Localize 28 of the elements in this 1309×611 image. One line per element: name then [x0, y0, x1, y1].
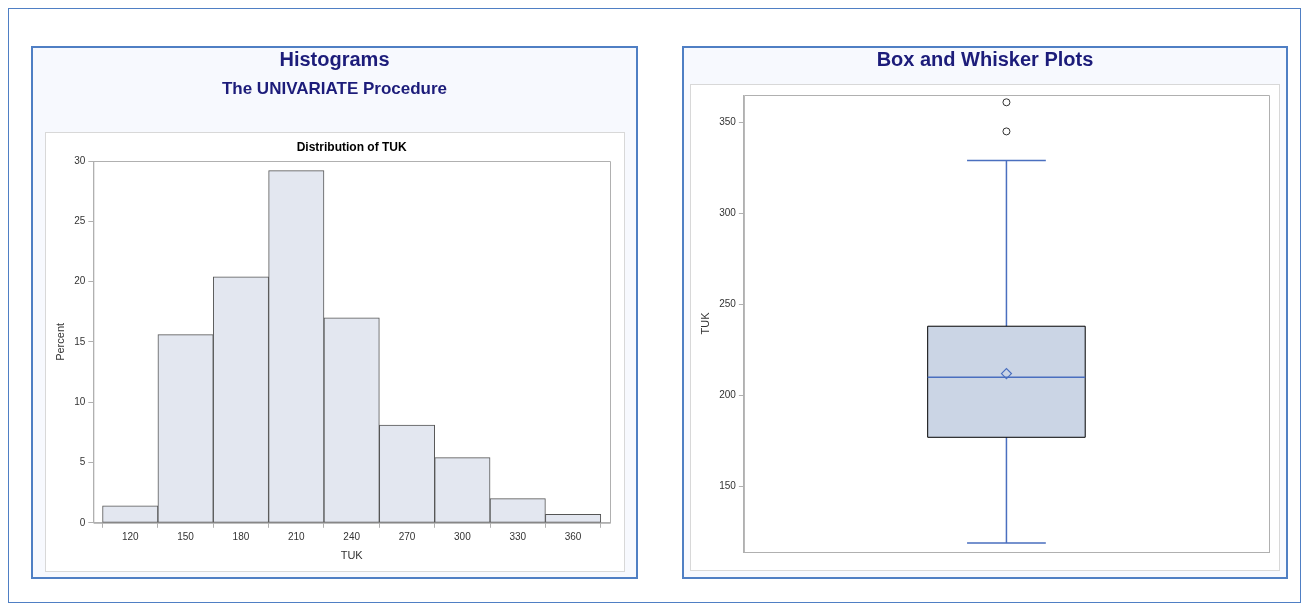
y-tick-label: 200	[719, 389, 737, 401]
x-tick-label: 180	[232, 530, 250, 542]
y-tick-label: 150	[719, 480, 737, 492]
y-axis-title: TUK	[698, 311, 711, 335]
x-tick-label: 150	[176, 530, 194, 542]
y-tick-label: 0	[79, 516, 86, 528]
y-tick-label: 5	[79, 456, 86, 468]
y-tick-label: 250	[719, 298, 737, 310]
x-tick-label: 120	[121, 530, 139, 542]
text: Distribution of TUK	[296, 140, 407, 154]
y-tick-label: 30	[73, 154, 86, 166]
y-tick-label: 350	[719, 116, 737, 128]
x-tick-label: 240	[342, 530, 360, 542]
x-tick-label: 270	[398, 530, 416, 542]
x-axis-title: TUK	[340, 549, 363, 562]
y-tick-label: 15	[73, 335, 86, 347]
x-tick-label: 330	[508, 530, 527, 542]
y-tick-label: 300	[719, 207, 737, 219]
x-tick-label: 300	[453, 530, 471, 542]
chart-title: Box and Whisker Plots	[875, 48, 1095, 71]
y-tick-label: 10	[73, 395, 86, 407]
y-tick-label: 20	[73, 275, 86, 287]
x-tick-label: 360	[564, 530, 582, 542]
chart-title: Histograms	[278, 48, 391, 71]
y-axis-title: Percent	[53, 322, 66, 361]
chart-subtitle: The UNIVARIATE Procedure	[220, 79, 449, 99]
x-tick-label: 210	[287, 530, 305, 542]
y-tick-label: 25	[73, 215, 86, 227]
